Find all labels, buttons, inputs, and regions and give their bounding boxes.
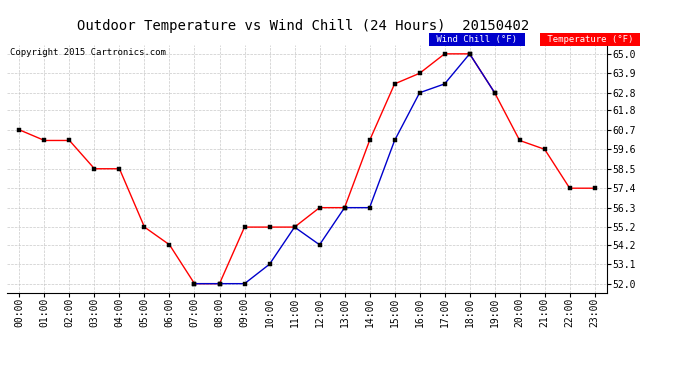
Text: Copyright 2015 Cartronics.com: Copyright 2015 Cartronics.com — [10, 48, 166, 57]
Text: Outdoor Temperature vs Wind Chill (24 Hours)  20150402: Outdoor Temperature vs Wind Chill (24 Ho… — [77, 19, 530, 33]
Text: Temperature (°F): Temperature (°F) — [542, 35, 638, 44]
Text: Wind Chill (°F): Wind Chill (°F) — [431, 35, 522, 44]
